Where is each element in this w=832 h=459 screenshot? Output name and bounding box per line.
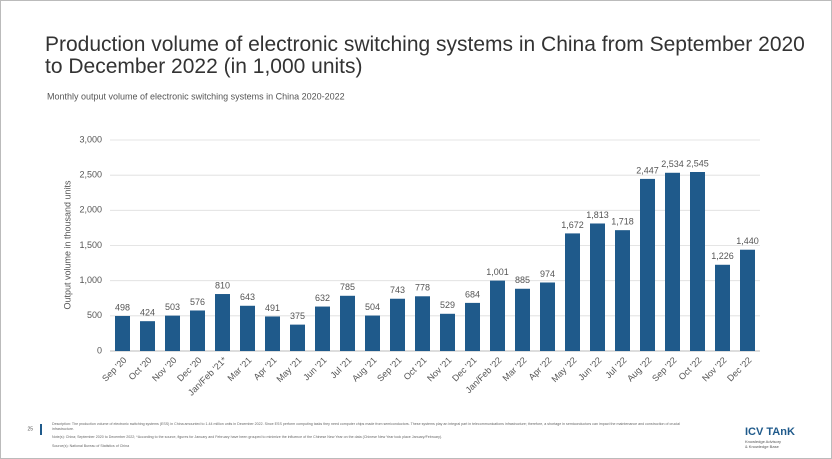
value-label: 2,534 bbox=[661, 159, 684, 169]
y-axis-label: Output volume in thousand units bbox=[62, 180, 72, 310]
value-label: 1,226 bbox=[711, 251, 734, 261]
bar bbox=[565, 233, 580, 351]
value-label: 2,447 bbox=[636, 165, 659, 175]
value-label: 684 bbox=[465, 289, 480, 299]
value-label: 1,813 bbox=[586, 210, 609, 220]
bar bbox=[265, 316, 280, 351]
value-label: 810 bbox=[215, 280, 230, 290]
value-label: 576 bbox=[190, 297, 205, 307]
bar bbox=[165, 315, 180, 351]
y-tick-label: 2,000 bbox=[79, 205, 102, 215]
bar bbox=[290, 324, 305, 351]
bar bbox=[715, 264, 730, 351]
bar bbox=[665, 172, 680, 351]
bar bbox=[540, 282, 555, 351]
value-label: 1,718 bbox=[611, 217, 634, 227]
bar bbox=[115, 315, 130, 351]
value-label: 529 bbox=[440, 300, 455, 310]
bar bbox=[590, 223, 605, 351]
bar bbox=[240, 305, 255, 351]
bar bbox=[490, 280, 505, 351]
y-tick-label: 1,500 bbox=[79, 240, 102, 250]
value-label: 1,001 bbox=[486, 267, 509, 277]
value-label: 503 bbox=[165, 302, 180, 312]
bar bbox=[340, 295, 355, 351]
logo-tagline: & Knowledge Base bbox=[745, 444, 780, 449]
value-label: 778 bbox=[415, 283, 430, 293]
chart-title: Production volume of electronic switchin… bbox=[45, 34, 805, 78]
bar bbox=[440, 313, 455, 351]
bar bbox=[465, 302, 480, 351]
bar bbox=[515, 288, 530, 351]
value-label: 785 bbox=[340, 282, 355, 292]
value-label: 632 bbox=[315, 293, 330, 303]
value-label: 643 bbox=[240, 292, 255, 302]
bar bbox=[365, 315, 380, 351]
footer-notes: Note(s): China; September 2020 to Decemb… bbox=[52, 435, 443, 439]
y-tick-label: 1,000 bbox=[79, 275, 102, 285]
chart-subtitle: Monthly output volume of electronic swit… bbox=[47, 91, 345, 101]
page-number: 25 bbox=[27, 426, 33, 432]
y-tick-label: 2,500 bbox=[79, 170, 102, 180]
bar bbox=[640, 178, 655, 351]
bar bbox=[415, 296, 430, 351]
page-marker bbox=[40, 424, 42, 435]
bar bbox=[140, 321, 155, 351]
bar bbox=[215, 294, 230, 351]
y-tick-label: 500 bbox=[87, 310, 102, 320]
bar bbox=[690, 172, 705, 351]
value-label: 2,545 bbox=[686, 158, 709, 168]
bar bbox=[390, 298, 405, 351]
logo-name: ICV TAnK bbox=[745, 426, 795, 438]
value-label: 375 bbox=[290, 311, 305, 321]
value-label: 504 bbox=[365, 302, 380, 312]
value-label: 743 bbox=[390, 285, 405, 295]
value-label: 498 bbox=[115, 302, 130, 312]
footer-description: Description: The production volume of el… bbox=[52, 422, 680, 431]
y-tick-label: 0 bbox=[97, 345, 102, 355]
logo-tagline: Knowledge Advisory bbox=[745, 439, 781, 444]
footer-source: Source(s): National Bureau of Statistics… bbox=[52, 444, 130, 448]
y-tick-label: 3,000 bbox=[79, 134, 102, 144]
value-label: 885 bbox=[515, 275, 530, 285]
bar bbox=[315, 306, 330, 351]
value-label: 424 bbox=[140, 308, 155, 318]
value-label: 491 bbox=[265, 303, 280, 313]
value-label: 1,440 bbox=[736, 236, 759, 246]
value-label: 974 bbox=[540, 269, 555, 279]
bar bbox=[740, 249, 755, 351]
title-box: Production volume of electronic switchin… bbox=[45, 34, 805, 78]
bar bbox=[190, 310, 205, 351]
footer-box: Description: The production volume of el… bbox=[52, 422, 680, 448]
value-label: 1,672 bbox=[561, 220, 584, 230]
bar bbox=[615, 230, 630, 351]
